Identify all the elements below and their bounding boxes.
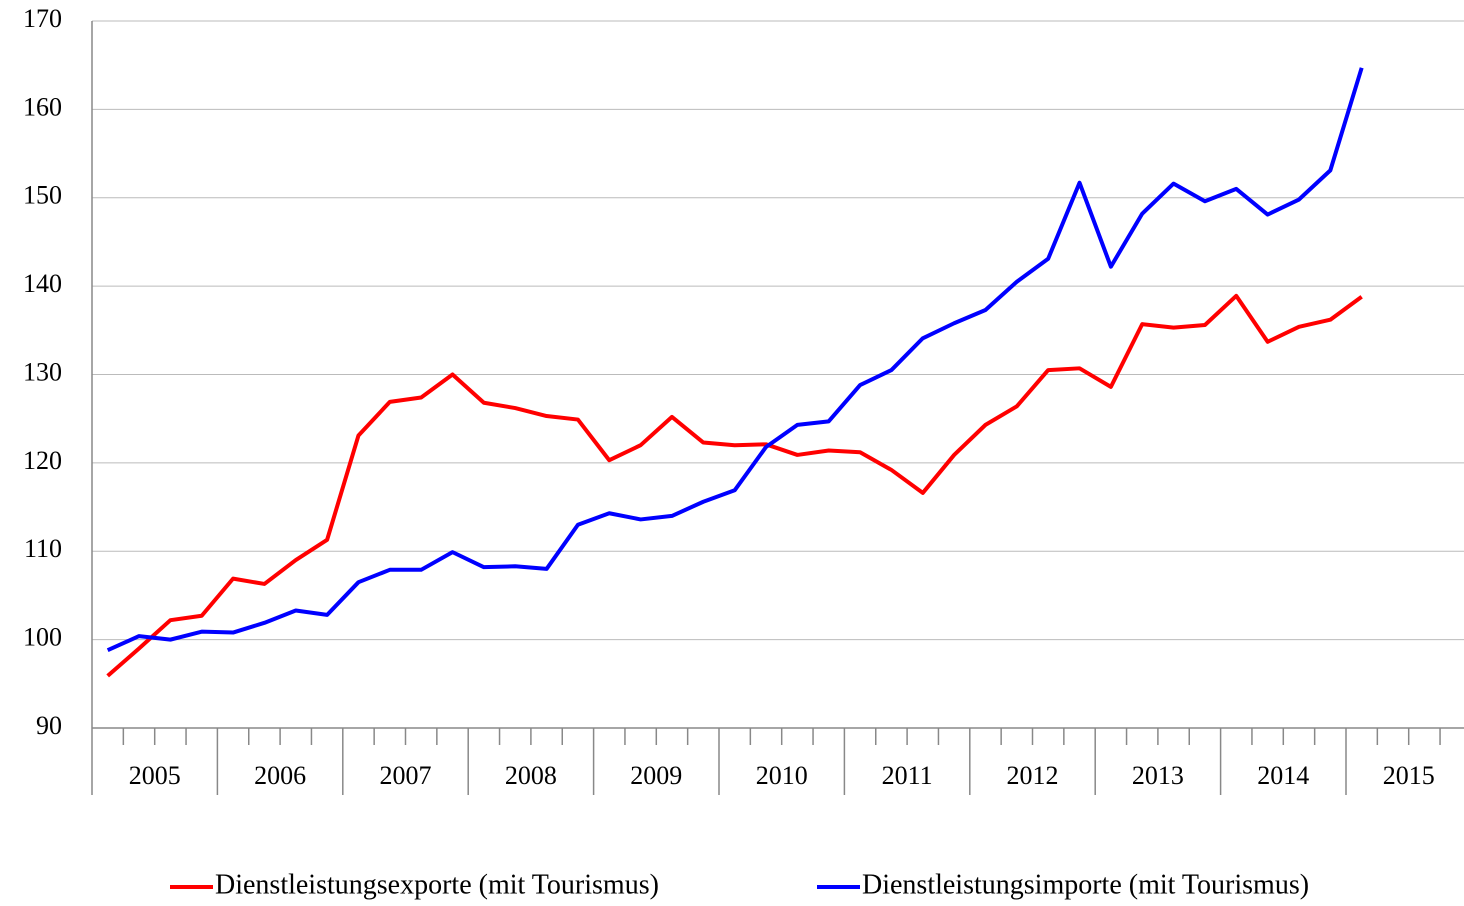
x-tick-label: 2006 <box>254 761 306 790</box>
x-tick-label: 2012 <box>1007 761 1059 790</box>
x-tick-label: 2009 <box>630 761 682 790</box>
x-tick-label: 2008 <box>505 761 557 790</box>
x-tick-label: 2005 <box>129 761 181 790</box>
y-tick-label: 120 <box>23 446 62 475</box>
legend-label: Dienstleistungsimporte (mit Tourismus) <box>862 869 1309 900</box>
legend-label: Dienstleistungsexporte (mit Tourismus) <box>215 869 659 900</box>
y-tick-label: 100 <box>23 623 62 652</box>
y-tick-label: 130 <box>23 357 62 386</box>
line-series <box>106 293 1363 678</box>
y-tick-label: 90 <box>36 711 62 740</box>
x-tick-label: 2013 <box>1132 761 1184 790</box>
y-tick-label: 140 <box>23 269 62 298</box>
y-tick-label: 170 <box>23 4 62 33</box>
line-series <box>106 67 1364 653</box>
y-tick-label: 150 <box>23 181 62 210</box>
x-tick-label: 2011 <box>882 761 933 790</box>
x-tick-label: 2010 <box>756 761 808 790</box>
x-tick-label: 2007 <box>380 761 432 790</box>
y-tick-label: 110 <box>24 534 62 563</box>
x-tick-label: 2015 <box>1383 761 1435 790</box>
x-tick-label: 2014 <box>1257 761 1309 790</box>
y-tick-label: 160 <box>23 92 62 121</box>
